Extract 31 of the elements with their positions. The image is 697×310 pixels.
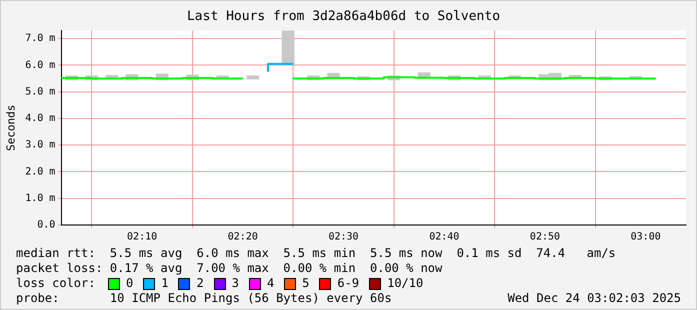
x-tick-label: 02:40 xyxy=(429,232,460,243)
text: Wed Dec 24 03:02:03 2025 xyxy=(508,291,681,306)
x-tick-label: 02:10 xyxy=(127,232,158,243)
y-tick-label: 5.0 m xyxy=(25,86,56,98)
text: probe: 10 ICMP Echo Pings (56 Bytes) every 60s xyxy=(16,291,392,306)
y-axis-title: Seconds xyxy=(4,104,18,151)
x-tick-label: 02:30 xyxy=(328,232,359,243)
y-tick-label: 1.0 m xyxy=(25,192,56,204)
legend-label: 2 xyxy=(196,276,204,291)
chart-title: Last Hours from 3d2a86a4b06d to Solvento xyxy=(186,9,500,24)
x-tick-label: 02:20 xyxy=(228,232,258,243)
y-tick-label: 3.0 m xyxy=(25,140,56,151)
bar xyxy=(282,30,294,64)
y-tick-label: 4.0 m xyxy=(25,113,56,124)
y-tick-label: 2.0 m xyxy=(25,166,56,178)
legend-title: loss color: xyxy=(16,276,96,291)
legend-label: 0 xyxy=(126,276,134,291)
text: packet loss: 0.17 % avg 7.00 % max 0.00 % min 0.00 % now xyxy=(16,261,444,276)
legend-label: 3 xyxy=(232,276,239,291)
y-tick-label: 7.0 m xyxy=(25,33,56,44)
text: median rtt: 5.5 ms avg 6.0 ms max 5.5 ms min 5.5 ms now 0.1 ms sd 74.4 am/s xyxy=(16,246,617,261)
x-tick-label: 03:00 xyxy=(630,232,661,243)
legend-label: 1 xyxy=(161,276,168,291)
legend-label: 4 xyxy=(266,276,274,291)
x-tick-label: 02:50 xyxy=(530,232,560,243)
y-tick-label: 0.0 xyxy=(37,220,56,231)
legend-label: 5 xyxy=(302,276,310,291)
legend-label: 6-9 xyxy=(337,276,360,291)
bar xyxy=(246,76,260,80)
y-tick-label: 6.0 m xyxy=(25,60,56,71)
legend-label: 10/10 xyxy=(387,276,424,291)
